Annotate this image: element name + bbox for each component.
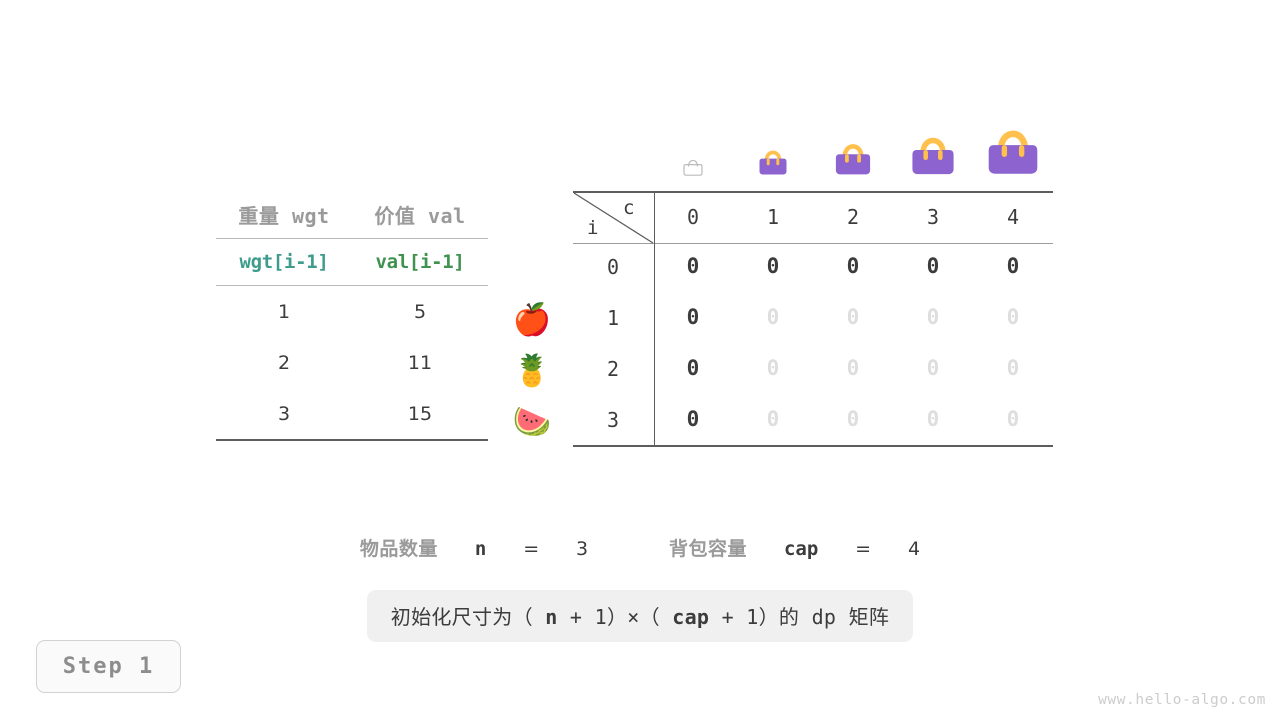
item-value-1: 5 <box>413 300 427 323</box>
bag-icon-empty <box>683 155 703 176</box>
dp-col-header-1: 1 <box>766 205 780 229</box>
step-badge: Step 1 <box>36 640 181 693</box>
description-wrapper: 初始化尺寸为（ n + 1）×（ cap + 1）的 dp 矩阵 <box>0 590 1280 642</box>
description-var-cap: cap <box>672 605 710 629</box>
table-row: 3 15 <box>216 388 488 439</box>
dp-row-header-0: 0 <box>606 255 620 279</box>
pineapple-icon: 🍍 <box>512 353 552 389</box>
dp-cell-2-2: 0 <box>846 356 860 380</box>
dp-cell-3-4: 0 <box>1006 407 1020 431</box>
dp-cell-0-1: 0 <box>766 254 780 278</box>
dp-matrix-corner-cell: i c <box>573 192 654 244</box>
dp-cell-1-4: 0 <box>1006 305 1020 329</box>
items-table-divider-top <box>216 238 488 239</box>
dp-matrix-rule-bottom <box>573 445 1053 447</box>
items-table: 重量 wgt 价值 val wgt[i-1] val[i-1] 1 5 2 11… <box>216 190 488 441</box>
bag-icon-2 <box>834 136 872 176</box>
dp-cell-3-0: 0 <box>686 407 700 431</box>
dp-cell-0-4: 0 <box>1006 254 1020 278</box>
description-var-n: n <box>545 605 558 629</box>
dp-cell-2-1: 0 <box>766 356 780 380</box>
dp-corner-col-label: c <box>623 197 635 219</box>
dp-matrix-rule-header <box>573 243 1053 244</box>
description-part-1: 初始化尺寸为（ <box>390 605 533 629</box>
dp-row-header-1: 1 <box>606 306 620 330</box>
items-table-divider-bottom <box>216 439 488 441</box>
description-box: 初始化尺寸为（ n + 1）×（ cap + 1）的 dp 矩阵 <box>366 590 914 642</box>
diagonal-line-icon <box>573 192 654 244</box>
dp-corner-row-label: i <box>587 217 599 239</box>
dp-cell-3-2: 0 <box>846 407 860 431</box>
bag-icon-3 <box>910 128 956 176</box>
dp-cell-3-1: 0 <box>766 407 780 431</box>
capacity-value: 4 <box>908 538 921 560</box>
item-count-var: n <box>474 538 487 560</box>
dp-col-header-3: 3 <box>926 205 940 229</box>
capacity-var: cap <box>783 538 819 560</box>
dp-cell-0-3: 0 <box>926 254 940 278</box>
dp-cell-1-1: 0 <box>766 305 780 329</box>
dp-matrix-rule-top <box>573 191 1053 193</box>
bag-icon-1 <box>758 144 788 176</box>
items-table-subheader-wgt: wgt[i-1] <box>239 251 329 273</box>
dp-col-header-4: 4 <box>1006 205 1020 229</box>
capacity-eq: = <box>855 538 872 560</box>
watermelon-icon: 🍉 <box>512 404 552 440</box>
dp-cell-2-3: 0 <box>926 356 940 380</box>
item-weight-3: 3 <box>277 402 291 425</box>
description-part-3: + 1）的 <box>721 605 812 629</box>
dp-cell-0-2: 0 <box>846 254 860 278</box>
description-part-4: 矩阵 <box>848 605 890 629</box>
dp-col-header-2: 2 <box>846 205 860 229</box>
dp-cell-0-0: 0 <box>686 254 700 278</box>
item-count-label: 物品数量 <box>359 538 438 560</box>
dp-cell-1-3: 0 <box>926 305 940 329</box>
bag-icon-4 <box>986 119 1040 176</box>
dp-row-header-2: 2 <box>606 357 620 381</box>
item-count-eq: = <box>523 538 540 560</box>
item-count-value: 3 <box>576 538 589 560</box>
items-table-subheader-val: val[i-1] <box>375 251 465 273</box>
dp-row-header-3: 3 <box>606 408 620 432</box>
table-row: 1 5 <box>216 286 488 337</box>
dp-cell-2-4: 0 <box>1006 356 1020 380</box>
capacity-label: 背包容量 <box>669 538 748 560</box>
dp-matrix-vertical-divider <box>654 192 655 446</box>
item-weight-2: 2 <box>277 351 291 374</box>
params-line: 物品数量 n = 3 背包容量 cap = 4 <box>0 534 1280 561</box>
step-badge-label: Step 1 <box>62 654 155 679</box>
items-table-header-wgt: 重量 wgt <box>238 203 330 228</box>
dp-cell-1-2: 0 <box>846 305 860 329</box>
table-row: 2 11 <box>216 337 488 388</box>
description-var-dp: dp <box>811 605 837 629</box>
watermark: www.hello-algo.com <box>1098 692 1266 708</box>
items-table-header-val: 价值 val <box>374 203 466 228</box>
item-value-3: 15 <box>407 402 433 425</box>
dp-cell-1-0: 0 <box>686 305 700 329</box>
dp-cell-2-0: 0 <box>686 356 700 380</box>
apple-icon: 🍎 <box>512 302 552 338</box>
items-table-header-row: 重量 wgt 价值 val <box>216 190 488 238</box>
item-value-2: 11 <box>407 351 433 374</box>
dp-col-header-0: 0 <box>686 205 700 229</box>
items-table-subheader-row: wgt[i-1] val[i-1] <box>216 239 488 285</box>
dp-cell-3-3: 0 <box>926 407 940 431</box>
items-table-divider-mid <box>216 285 488 286</box>
item-weight-1: 1 <box>277 300 291 323</box>
description-part-2: + 1）×（ <box>569 605 660 629</box>
